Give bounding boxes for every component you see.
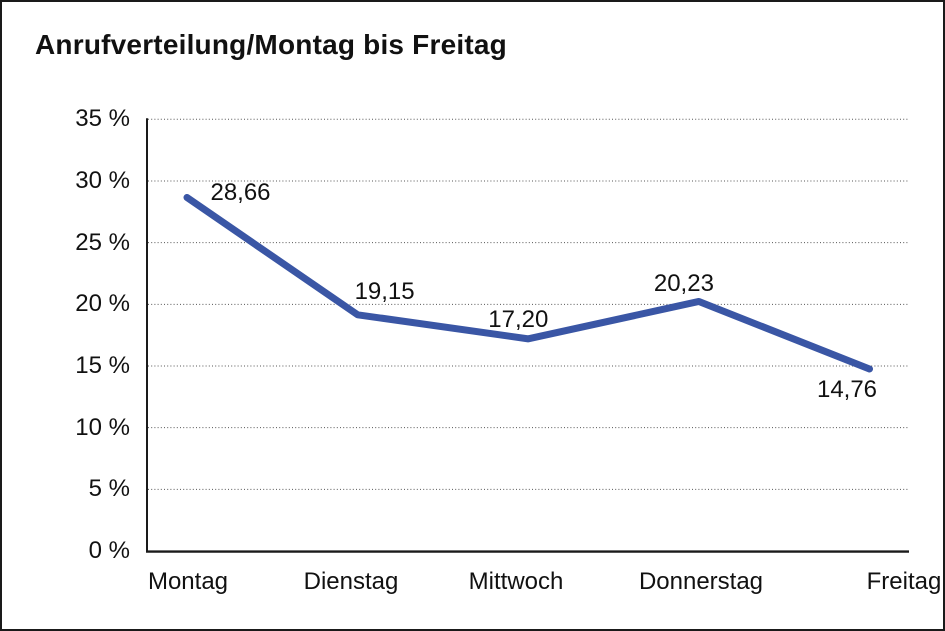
data-point-label: 19,15 (354, 277, 415, 305)
chart-line (183, 193, 873, 373)
y-tick-label: 35 % (75, 105, 130, 133)
data-point-label: 28,66 (210, 179, 271, 207)
data-point-label: 14,76 (816, 376, 878, 404)
y-tick-label: 5 % (88, 475, 130, 503)
y-tick-label: 25 % (75, 228, 130, 256)
y-tick-label: 10 % (75, 413, 130, 441)
y-tick-label: 15 % (75, 351, 130, 379)
data-point-label: 17,20 (488, 305, 549, 333)
y-tick-label: 20 % (75, 290, 130, 318)
data-point-label: 20,23 (653, 269, 714, 297)
y-tick-label: 30 % (75, 166, 130, 194)
chart-title: Anrufverteilung/Montag bis Freitag (35, 29, 507, 60)
chart-line-series (183, 193, 873, 373)
axes (146, 118, 909, 553)
x-axis-label: Donnerstag (638, 568, 764, 595)
x-axis-label: Mittwoch (468, 568, 564, 595)
x-axis-label: Montag (147, 568, 229, 595)
gridlines (148, 118, 909, 490)
x-axis-label: Freitag (866, 568, 942, 595)
y-tick-label: 0 % (88, 537, 130, 564)
x-axis-label: Dienstag (303, 568, 399, 595)
